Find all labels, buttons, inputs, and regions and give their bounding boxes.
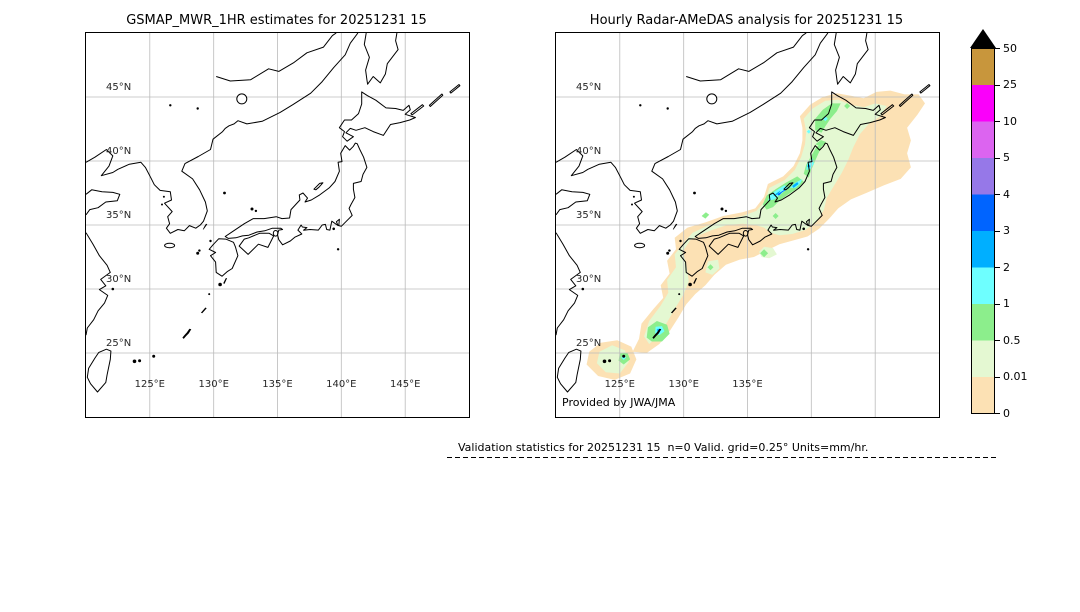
colorbar-segment — [971, 340, 995, 377]
colorbar-segment — [971, 231, 995, 268]
colorbar-tick-label: 5 — [1003, 151, 1010, 164]
gsmap-map-panel: 45°N 40°N 35°N 30°N 25°N 125°E 130°E 135… — [85, 32, 470, 418]
colorbar-tick-label: 25 — [1003, 78, 1017, 91]
colorbar-overflow-triangle — [970, 29, 996, 48]
colorbar-tick — [994, 413, 1000, 414]
lat-label: 25°N — [106, 338, 132, 349]
lat-label: 30°N — [576, 274, 602, 285]
lat-label: 40°N — [106, 146, 132, 157]
colorbar-tick — [994, 267, 1000, 268]
precip-band-0-0.01 — [586, 90, 925, 380]
lon-label: 135°E — [732, 379, 763, 390]
radar-amedas-map-panel: 45°N 40°N 35°N 30°N 25°N 125°E 130°E 135… — [555, 32, 940, 418]
colorbar-tick — [994, 48, 1000, 49]
colorbar-tick — [994, 84, 1000, 86]
colorbar-segment — [971, 377, 995, 414]
right-panel-title: Hourly Radar-AMeDAS analysis for 2025123… — [589, 13, 904, 28]
lat-label: 40°N — [576, 146, 602, 157]
footer-dashed-line — [447, 457, 997, 458]
colorbar-tick-label: 3 — [1003, 224, 1010, 237]
colorbar-tick — [994, 340, 1000, 341]
colorbar-segment — [971, 194, 995, 231]
lat-label: 45°N — [106, 82, 132, 93]
lon-label: 130°E — [198, 379, 229, 390]
radar-map-svg — [556, 33, 939, 417]
colorbar-segment — [971, 85, 995, 122]
colorbar-tick — [994, 230, 1000, 232]
lat-label: 30°N — [106, 274, 132, 285]
colorbar-tick-label: 2 — [1003, 260, 1010, 274]
gridlines — [86, 33, 469, 417]
colorbar-tick — [994, 157, 1000, 159]
lat-label: 35°N — [576, 210, 602, 221]
lon-label: 145°E — [389, 379, 421, 390]
colorbar-tick-label: 4 — [1003, 187, 1010, 201]
lon-label: 130°E — [668, 379, 699, 390]
colorbar-segment — [971, 48, 995, 85]
lat-label: 45°N — [576, 82, 602, 93]
colorbar-tick-label: 0.01 — [1003, 370, 1028, 383]
colorbar-tick — [994, 376, 1000, 378]
colorbar-segment — [971, 267, 995, 304]
lat-label: 35°N — [106, 210, 132, 221]
lon-label: 140°E — [326, 379, 357, 390]
lon-label: 135°E — [262, 379, 293, 390]
colorbar-segment — [971, 158, 995, 195]
colorbar-tick-label: 1 — [1003, 297, 1010, 310]
colorbar-segment — [971, 121, 995, 158]
precip-band-0.01-0.5 — [596, 99, 887, 374]
colorbar-tick-label: 10 — [1003, 114, 1017, 128]
lat-label: 25°N — [576, 338, 602, 349]
colorbar — [971, 48, 995, 414]
colorbar-segment — [971, 304, 995, 341]
colorbar-tick — [994, 303, 1000, 305]
validation-statistics-caption: Validation statistics for 20251231 15 n=… — [458, 441, 869, 454]
left-panel-title: GSMAP_MWR_1HR estimates for 20251231 15 — [126, 13, 427, 28]
precipitation-field — [586, 90, 925, 380]
lon-label: 125°E — [134, 379, 165, 390]
data-credit-label: Provided by JWA/JMA — [562, 396, 676, 409]
coastline — [86, 33, 461, 393]
lon-label: 125°E — [604, 379, 635, 390]
colorbar-tick — [994, 194, 1000, 195]
colorbar-tick-label: 0 — [1003, 406, 1010, 420]
colorbar-tick — [994, 121, 1000, 122]
colorbar-tick-label: 50 — [1003, 41, 1017, 55]
colorbar-tick-label: 0.5 — [1003, 333, 1021, 347]
gsmap-map-svg — [86, 33, 469, 417]
